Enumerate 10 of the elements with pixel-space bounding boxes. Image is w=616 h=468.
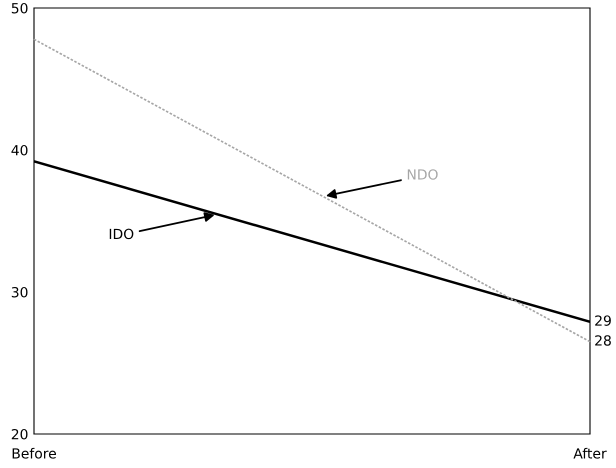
annotation: 28	[595, 335, 611, 346]
x-tick-label: After	[573, 448, 607, 459]
y-tick-label: 30	[12, 286, 28, 298]
y-tick-label: 20	[12, 428, 28, 440]
y-tick-label: 40	[11, 144, 28, 156]
y-tick-label: 50	[12, 2, 28, 14]
x-tick-label: Before	[12, 448, 56, 459]
annotation: 29	[595, 315, 611, 326]
text: NDO	[408, 169, 438, 180]
text: IDO	[110, 228, 134, 240]
